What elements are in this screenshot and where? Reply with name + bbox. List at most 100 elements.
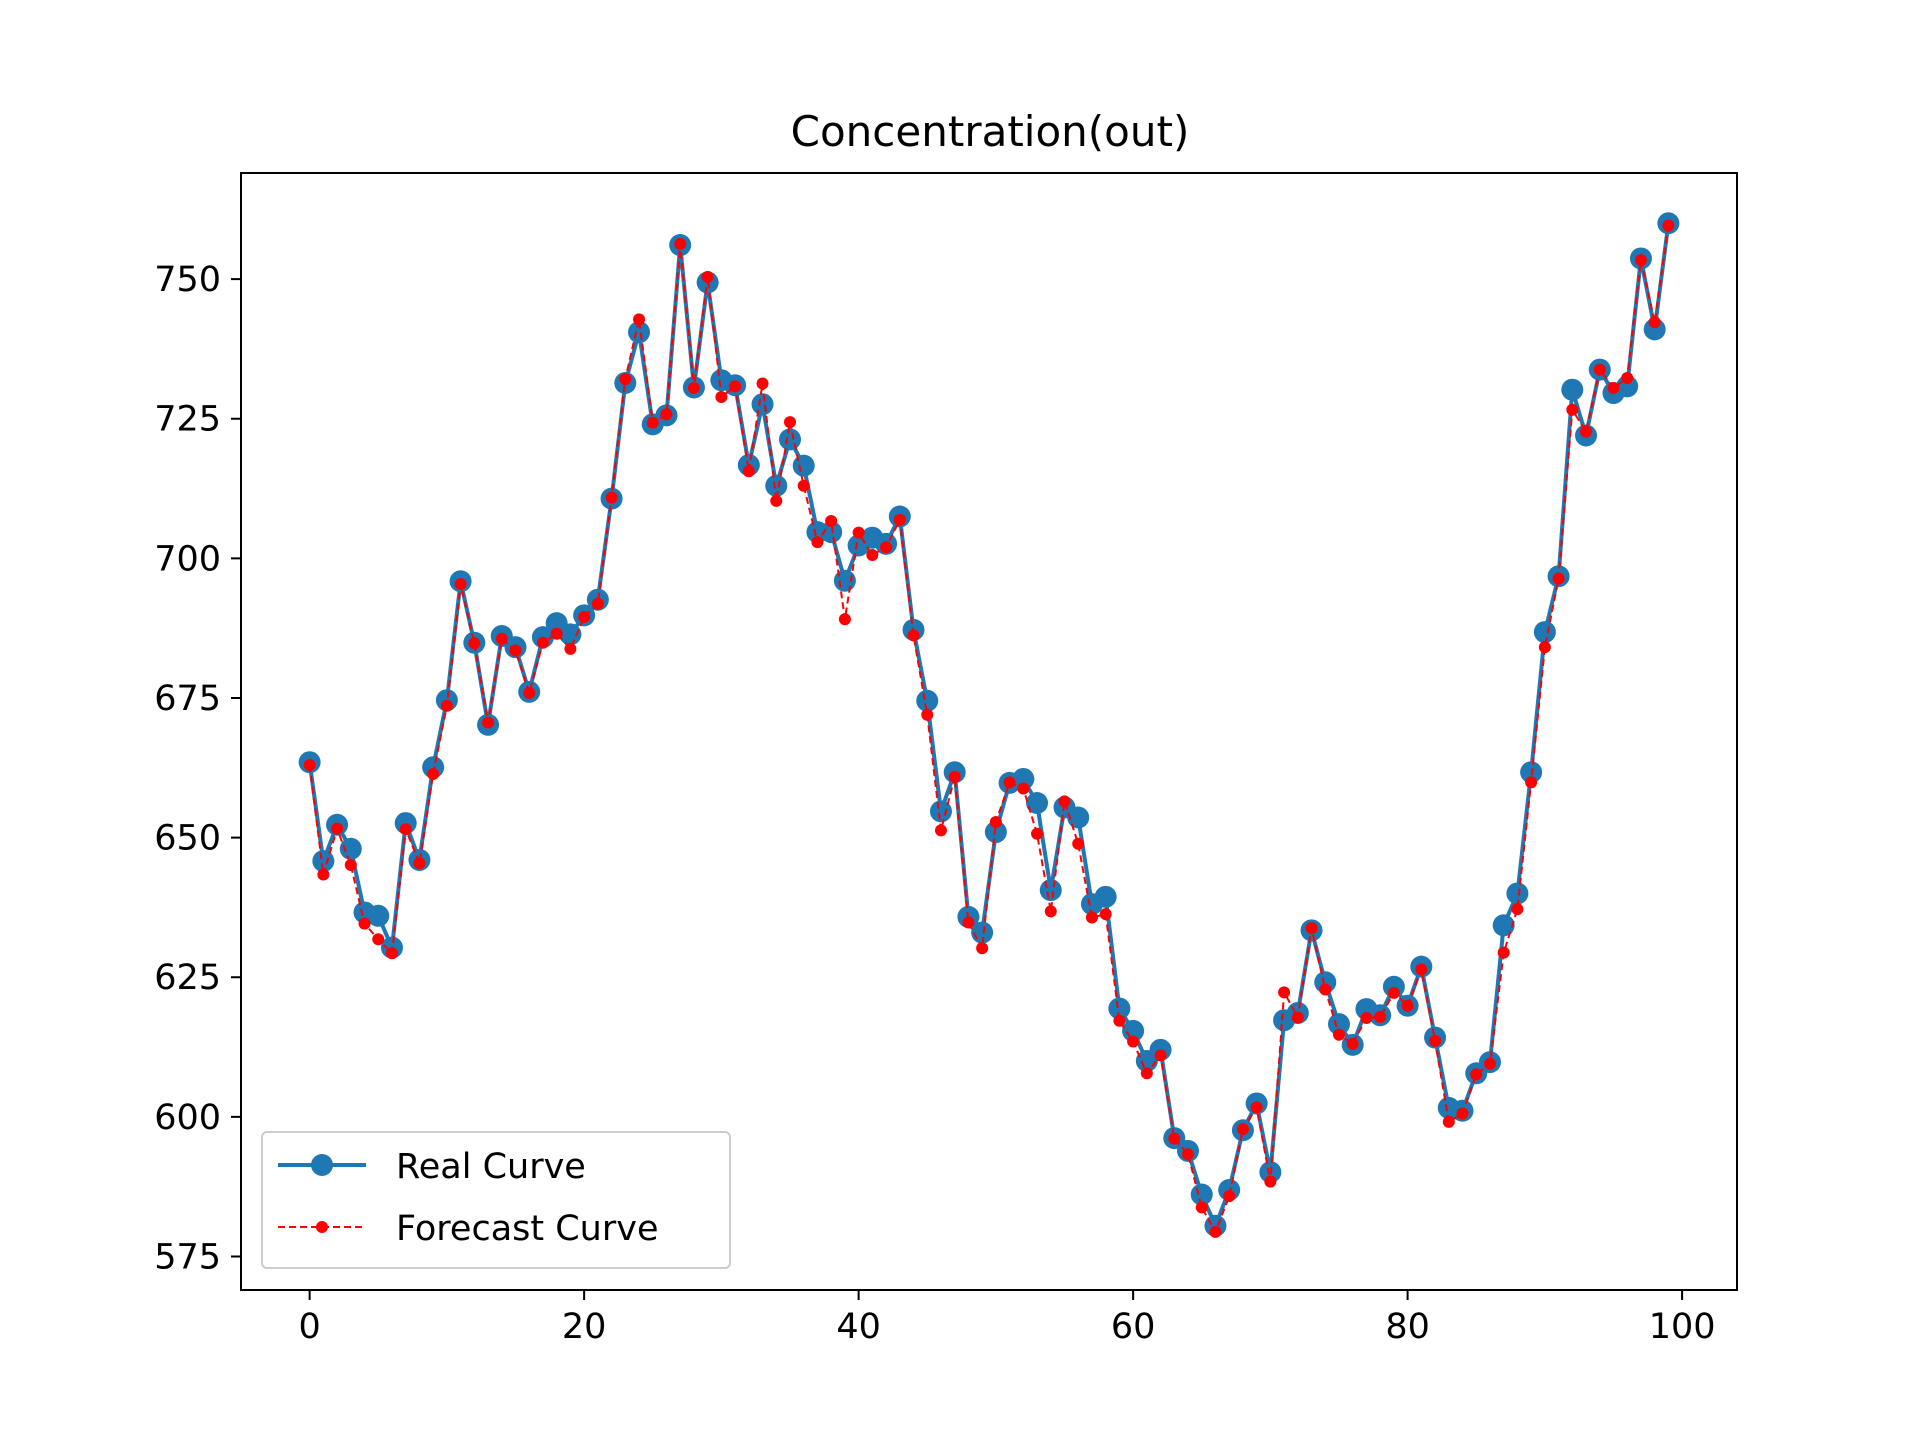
data-point-series-1 bbox=[1044, 905, 1057, 918]
data-point-series-1 bbox=[303, 759, 316, 772]
data-point-series-0 bbox=[1533, 621, 1556, 644]
data-point-series-1 bbox=[1319, 983, 1332, 996]
x-tick-label: 100 bbox=[1649, 1307, 1716, 1347]
data-point-series-1 bbox=[1223, 1190, 1236, 1203]
legend-real-marker bbox=[311, 1154, 333, 1176]
data-point-series-0 bbox=[1108, 997, 1131, 1020]
legend-real-label: Real Curve bbox=[396, 1147, 586, 1187]
y-tick-label: 575 bbox=[154, 1237, 221, 1277]
data-point-series-1 bbox=[1264, 1175, 1277, 1188]
data-point-series-1 bbox=[1017, 782, 1030, 795]
data-point-series-1 bbox=[1483, 1057, 1496, 1070]
data-point-series-1 bbox=[1552, 572, 1565, 585]
data-point-series-1 bbox=[413, 857, 426, 870]
data-point-series-1 bbox=[1401, 999, 1414, 1012]
data-point-series-1 bbox=[1250, 1101, 1263, 1114]
data-point-series-0 bbox=[339, 837, 362, 860]
data-point-series-1 bbox=[1538, 641, 1551, 654]
data-point-series-1 bbox=[509, 644, 522, 657]
data-point-series-1 bbox=[783, 416, 796, 429]
data-point-series-1 bbox=[880, 541, 893, 554]
data-point-series-0 bbox=[1616, 375, 1639, 398]
data-point-series-1 bbox=[1415, 963, 1428, 976]
y-tick-label: 750 bbox=[154, 260, 221, 300]
data-point-series-1 bbox=[729, 380, 742, 393]
series-layer bbox=[298, 212, 1680, 1238]
data-point-series-1 bbox=[440, 699, 453, 712]
data-point-series-0 bbox=[751, 393, 774, 416]
data-point-series-1 bbox=[646, 416, 659, 429]
data-point-series-1 bbox=[1607, 382, 1620, 395]
data-point-series-1 bbox=[715, 390, 728, 403]
data-point-series-1 bbox=[523, 686, 536, 699]
data-point-series-0 bbox=[1506, 882, 1529, 905]
data-point-series-0 bbox=[1492, 914, 1515, 937]
x-tick-label: 40 bbox=[836, 1307, 881, 1347]
x-tick-label: 80 bbox=[1385, 1307, 1430, 1347]
data-point-series-1 bbox=[1168, 1132, 1181, 1145]
data-point-series-1 bbox=[1566, 403, 1579, 416]
data-point-series-0 bbox=[1067, 806, 1090, 829]
data-point-series-1 bbox=[344, 858, 357, 871]
data-point-series-1 bbox=[1525, 776, 1538, 789]
data-point-series-0 bbox=[792, 454, 815, 477]
data-point-series-0 bbox=[312, 850, 335, 873]
data-point-series-1 bbox=[468, 637, 481, 650]
y-tick-label: 725 bbox=[154, 400, 221, 440]
data-point-series-1 bbox=[1593, 363, 1606, 376]
data-point-series-1 bbox=[1085, 911, 1098, 924]
data-point-series-1 bbox=[317, 868, 330, 881]
data-point-series-0 bbox=[916, 689, 939, 712]
data-point-series-0 bbox=[367, 904, 390, 927]
data-point-series-1 bbox=[1031, 827, 1044, 840]
data-point-series-0 bbox=[833, 569, 856, 592]
data-point-series-1 bbox=[385, 947, 398, 960]
data-point-series-1 bbox=[536, 636, 549, 649]
data-point-series-1 bbox=[1470, 1068, 1483, 1081]
data-point-series-1 bbox=[427, 767, 440, 780]
data-point-series-1 bbox=[1195, 1201, 1208, 1214]
x-tick-label: 0 bbox=[298, 1307, 320, 1347]
data-point-series-1 bbox=[564, 642, 577, 655]
data-point-series-0 bbox=[1327, 1013, 1350, 1036]
data-point-series-1 bbox=[825, 514, 838, 527]
data-point-series-0 bbox=[929, 800, 952, 823]
data-point-series-1 bbox=[989, 815, 1002, 828]
data-point-series-1 bbox=[962, 916, 975, 929]
data-point-series-1 bbox=[1278, 986, 1291, 999]
data-point-series-1 bbox=[934, 824, 947, 837]
data-point-series-1 bbox=[372, 933, 385, 946]
data-point-series-1 bbox=[948, 770, 961, 783]
data-point-series-0 bbox=[820, 521, 843, 544]
data-point-series-1 bbox=[1182, 1148, 1195, 1161]
y-tick-label: 675 bbox=[154, 679, 221, 719]
data-point-series-1 bbox=[578, 611, 591, 624]
data-point-series-1 bbox=[687, 382, 700, 395]
data-point-series-1 bbox=[1346, 1037, 1359, 1050]
data-point-series-1 bbox=[550, 627, 563, 640]
data-point-series-1 bbox=[866, 549, 879, 562]
data-point-series-1 bbox=[1442, 1115, 1455, 1128]
data-point-series-1 bbox=[331, 822, 344, 835]
legend-forecast-label: Forecast Curve bbox=[396, 1209, 658, 1249]
legend-box bbox=[261, 1131, 731, 1269]
data-point-series-1 bbox=[1429, 1034, 1442, 1047]
data-point-series-0 bbox=[984, 821, 1007, 844]
x-tick-label: 20 bbox=[562, 1307, 607, 1347]
data-point-series-1 bbox=[1456, 1107, 1469, 1120]
data-point-series-1 bbox=[482, 716, 495, 729]
y-tick-label: 625 bbox=[154, 958, 221, 998]
data-point-series-1 bbox=[1662, 219, 1675, 232]
data-point-series-1 bbox=[1621, 371, 1634, 384]
data-point-series-1 bbox=[1154, 1049, 1167, 1062]
legend: Real Curve Forecast Curve bbox=[261, 1131, 731, 1269]
data-point-series-1 bbox=[605, 491, 618, 504]
data-point-series-1 bbox=[1332, 1028, 1345, 1041]
data-point-series-1 bbox=[399, 823, 412, 836]
data-point-series-1 bbox=[852, 526, 865, 539]
data-point-series-1 bbox=[1127, 1035, 1140, 1048]
data-point-series-1 bbox=[893, 513, 906, 526]
data-point-series-1 bbox=[1236, 1123, 1249, 1136]
data-point-series-1 bbox=[495, 632, 508, 645]
